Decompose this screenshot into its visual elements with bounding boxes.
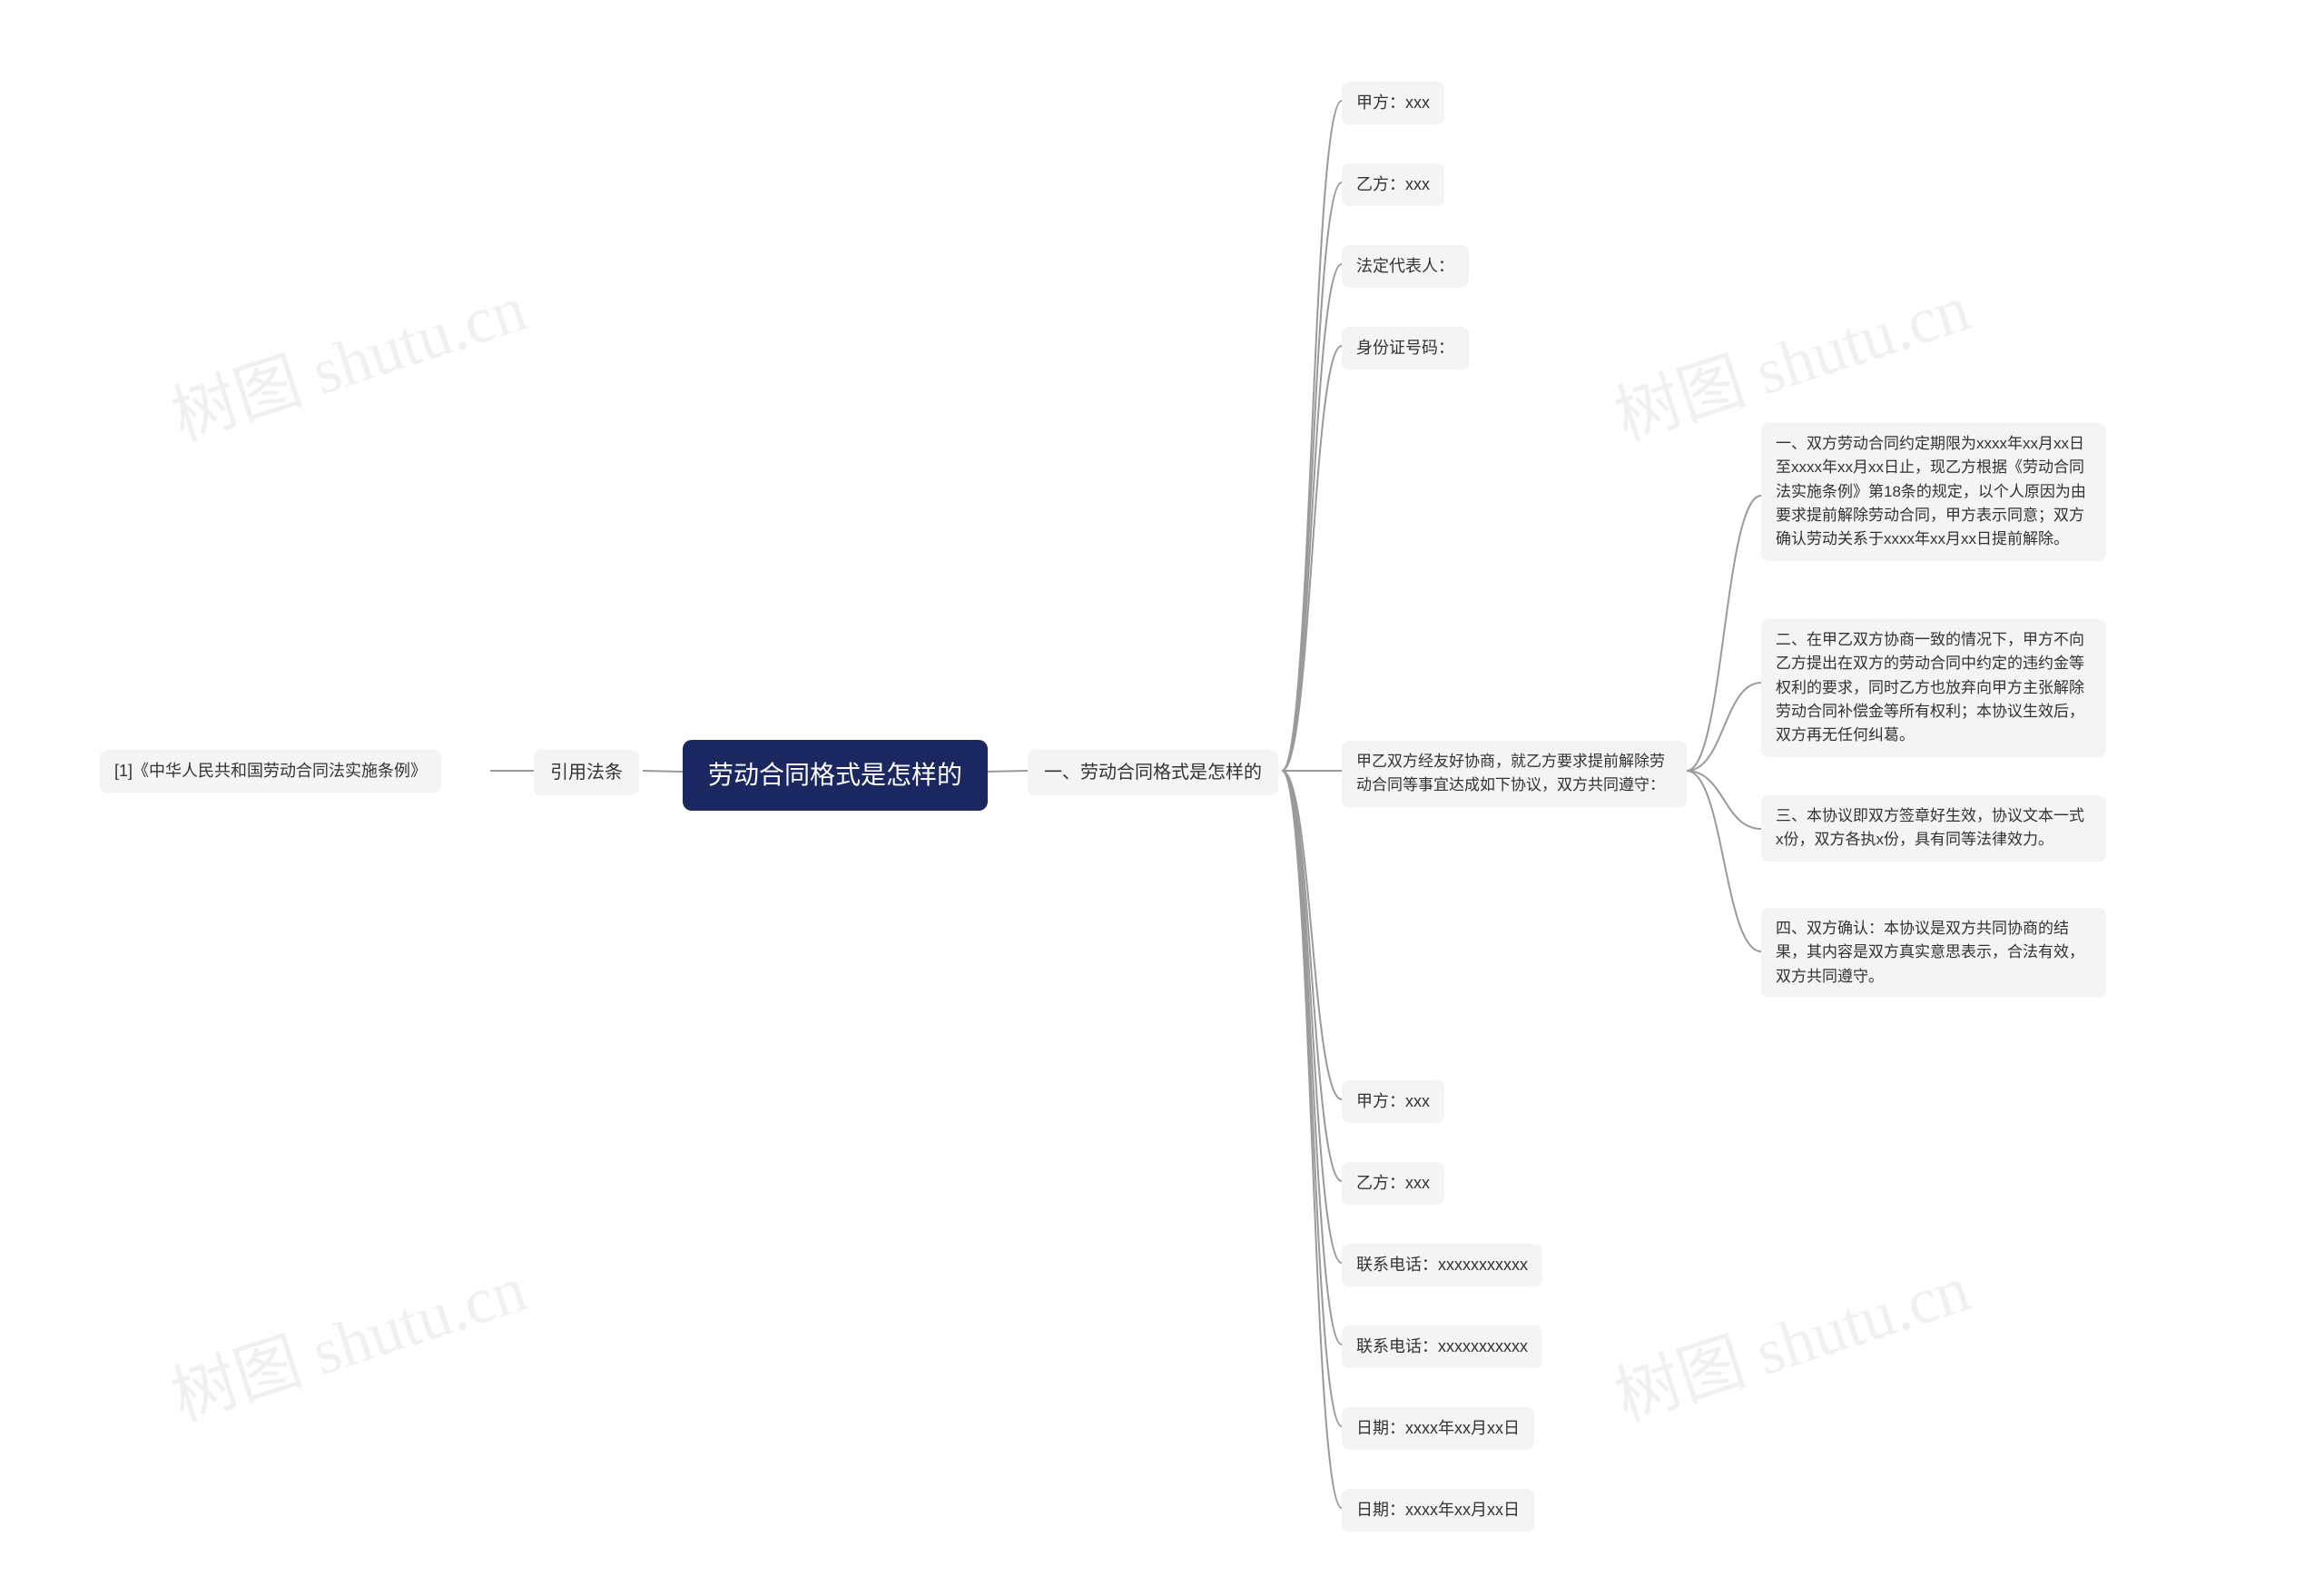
level3-node-1: 二、在甲乙双方协商一致的情况下，甲方不向乙方提出在双方的劳动合同中约定的违约金等… <box>1761 619 2106 757</box>
level2-node-7: 联系电话：xxxxxxxxxxx <box>1342 1244 1542 1286</box>
watermark: 树图 shutu.cn <box>158 1235 537 1439</box>
root-node: 劳动合同格式是怎样的 <box>683 740 988 811</box>
right-branch-node: 一、劳动合同格式是怎样的 <box>1028 750 1278 795</box>
level2-node-5: 甲方：xxx <box>1342 1080 1444 1123</box>
level2-node-10: 日期：xxxx年xx月xx日 <box>1342 1489 1534 1532</box>
left-branch-node: 引用法条 <box>534 750 639 795</box>
level2-node-9: 日期：xxxx年xx月xx日 <box>1342 1407 1534 1450</box>
level3-node-2: 三、本协议即双方签章好生效，协议文本一式x份，双方各执x份，具有同等法律效力。 <box>1761 795 2106 862</box>
left-leaf-node: [1]《中华人民共和国劳动合同法实施条例》 <box>100 750 441 793</box>
level2-node-4: 甲乙双方经友好协商，就乙方要求提前解除劳动合同等事宜达成如下协议，双方共同遵守： <box>1342 741 1687 807</box>
level2-node-1: 乙方：xxx <box>1342 163 1444 206</box>
level2-node-8: 联系电话：xxxxxxxxxxx <box>1342 1325 1542 1368</box>
level2-node-3: 身份证号码： <box>1342 327 1469 369</box>
level3-node-3: 四、双方确认：本协议是双方共同协商的结果，其内容是双方真实意思表示，合法有效，双… <box>1761 908 2106 998</box>
level2-node-2: 法定代表人： <box>1342 245 1469 288</box>
level3-node-0: 一、双方劳动合同约定期限为xxxx年xx月xx日至xxxx年xx月xx日止，现乙… <box>1761 423 2106 561</box>
level2-node-6: 乙方：xxx <box>1342 1162 1444 1205</box>
watermark: 树图 shutu.cn <box>158 254 537 458</box>
level2-node-0: 甲方：xxx <box>1342 82 1444 124</box>
watermark: 树图 shutu.cn <box>1601 1235 1980 1439</box>
